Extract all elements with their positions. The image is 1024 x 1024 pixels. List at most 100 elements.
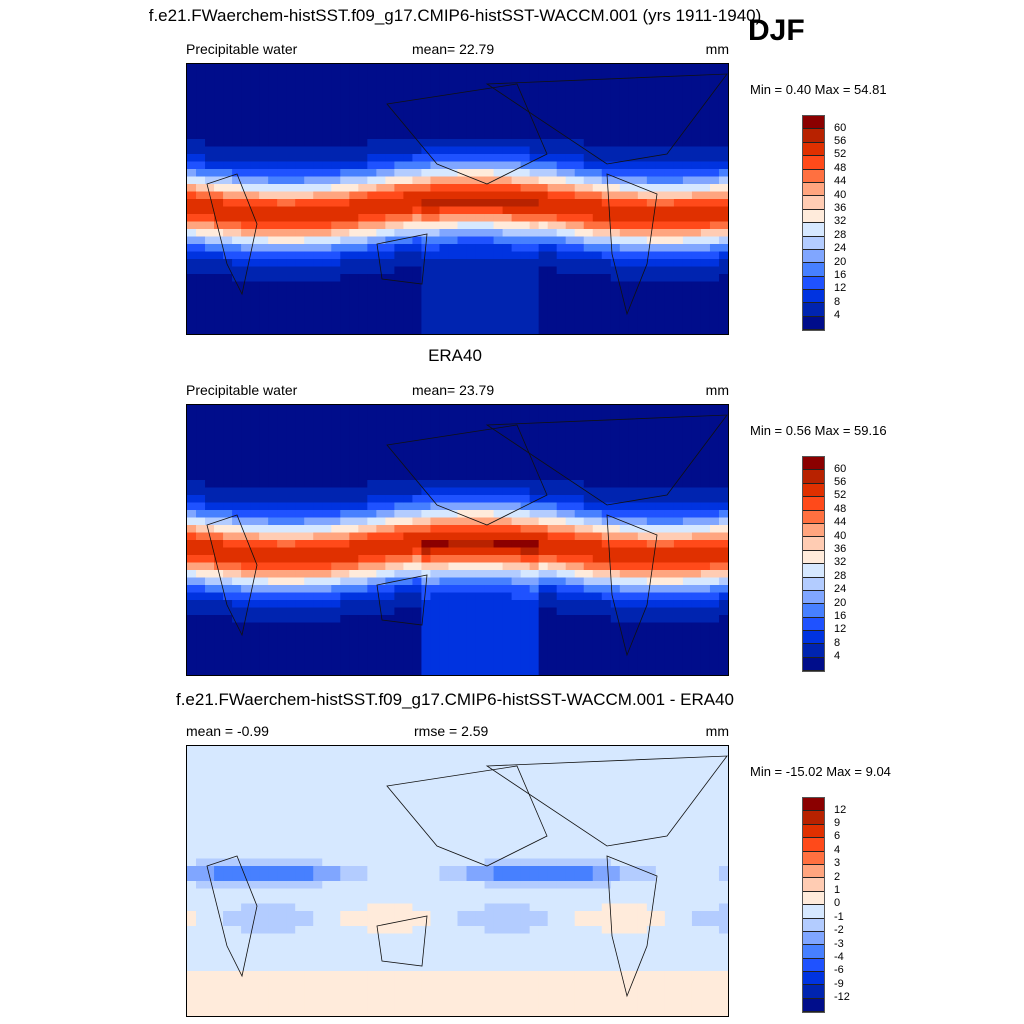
contour-cell <box>340 289 350 298</box>
contour-cell <box>619 405 630 414</box>
contour-cell <box>583 592 594 601</box>
contour-cell <box>196 199 206 208</box>
contour-cell <box>295 311 305 320</box>
contour-cell <box>295 71 305 80</box>
contour-cell <box>268 244 278 253</box>
contour-cell <box>619 86 630 95</box>
contour-cell <box>241 146 251 155</box>
contour-cell <box>691 746 702 755</box>
contour-cell <box>556 109 567 118</box>
contour-cell <box>259 146 269 155</box>
contour-cell <box>556 281 567 290</box>
contour-cell <box>421 266 432 275</box>
contour-cell <box>214 540 224 549</box>
contour-cell <box>250 637 260 646</box>
contour-cell <box>304 274 314 283</box>
contour-cell <box>511 169 522 178</box>
colorbar-2 <box>802 456 825 673</box>
contour-cell <box>700 600 711 609</box>
contour-cell <box>385 555 395 564</box>
contour-cell <box>241 176 251 185</box>
contour-cell <box>538 555 549 564</box>
contour-cell <box>529 570 540 579</box>
contour-cell <box>349 798 359 807</box>
contour-cell <box>385 319 395 328</box>
contour-cell <box>448 131 459 140</box>
contour-cell <box>421 525 432 534</box>
contour-cell <box>457 405 468 414</box>
contour-cell <box>637 667 648 675</box>
contour-cell <box>223 244 233 253</box>
contour-cell <box>250 791 260 800</box>
contour-cell <box>709 420 720 429</box>
contour-cell <box>718 161 728 170</box>
contour-cell <box>241 116 251 125</box>
contour-cell <box>250 420 260 429</box>
contour-cell <box>349 577 359 586</box>
contour-cell <box>259 798 269 807</box>
contour-cell <box>394 64 404 73</box>
contour-cell <box>484 199 495 208</box>
contour-cell <box>520 146 531 155</box>
contour-cell <box>565 86 576 95</box>
contour-cell <box>457 161 468 170</box>
contour-cell <box>340 746 350 755</box>
contour-cell <box>673 806 684 815</box>
colorbar-swatch <box>803 249 824 264</box>
contour-cell <box>439 570 450 579</box>
colorbar-swatch <box>803 604 824 618</box>
contour-cell <box>475 435 486 444</box>
contour-cell <box>610 761 621 770</box>
contour-cell <box>286 251 296 260</box>
contour-cell <box>628 251 639 260</box>
contour-cell <box>223 229 233 238</box>
contour-cell <box>403 412 414 421</box>
contour-cell <box>214 161 224 170</box>
contour-cell <box>583 660 594 669</box>
contour-cell <box>286 600 296 609</box>
contour-cell <box>430 94 441 103</box>
contour-cell <box>718 776 728 785</box>
contour-cell <box>439 592 450 601</box>
contour-cell <box>214 600 224 609</box>
contour-cell <box>457 630 468 639</box>
contour-cell <box>313 191 323 200</box>
contour-cell <box>232 652 242 661</box>
contour-cell <box>466 472 477 481</box>
contour-cell <box>664 502 675 511</box>
contour-cell <box>322 116 332 125</box>
contour-cell <box>556 154 567 163</box>
contour-cell <box>358 791 368 800</box>
contour-cell <box>700 86 711 95</box>
contour-cell <box>556 206 567 215</box>
contour-cell <box>619 131 630 140</box>
contour-cell <box>331 768 341 777</box>
contour-cell <box>682 274 693 283</box>
contour-cell <box>700 502 711 511</box>
contour-cell <box>358 615 368 624</box>
contour-cell <box>241 570 251 579</box>
contour-cell <box>682 131 693 140</box>
contour-cell <box>214 206 224 215</box>
contour-cell <box>412 94 423 103</box>
contour-cell <box>394 746 404 755</box>
contour-cell <box>268 251 278 260</box>
contour-cell <box>691 214 702 223</box>
contour-cell <box>646 652 657 661</box>
contour-cell <box>682 465 693 474</box>
contour-cell <box>268 753 278 762</box>
contour-cell <box>700 630 711 639</box>
contour-cell <box>349 585 359 594</box>
contour-cell <box>574 274 585 283</box>
contour-cell <box>574 131 585 140</box>
contour-cell <box>331 266 341 275</box>
contour-cell <box>187 592 197 601</box>
contour-cell <box>718 547 728 556</box>
contour-cell <box>376 652 386 661</box>
contour-cell <box>277 660 287 669</box>
contour-cell <box>385 532 395 541</box>
contour-cell <box>448 761 459 770</box>
contour-cell <box>430 266 441 275</box>
contour-cell <box>574 791 585 800</box>
contour-cell <box>250 761 260 770</box>
